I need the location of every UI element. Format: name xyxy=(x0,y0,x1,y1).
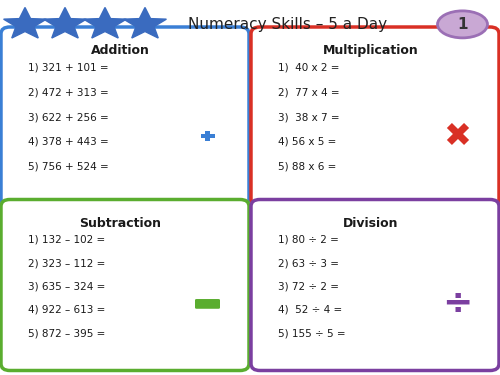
Text: 1) 132 – 102 =: 1) 132 – 102 = xyxy=(28,235,105,245)
FancyBboxPatch shape xyxy=(251,27,499,206)
Text: 4) 378 + 443 =: 4) 378 + 443 = xyxy=(28,137,108,147)
Text: 5) 756 + 524 =: 5) 756 + 524 = xyxy=(28,162,108,171)
Text: 1: 1 xyxy=(457,17,468,32)
FancyBboxPatch shape xyxy=(1,200,249,370)
Text: 2) 472 + 313 =: 2) 472 + 313 = xyxy=(28,87,108,97)
FancyBboxPatch shape xyxy=(195,299,220,309)
Text: Numeracy Skills – 5 a Day: Numeracy Skills – 5 a Day xyxy=(188,17,387,32)
Text: 3) 72 ÷ 2 =: 3) 72 ÷ 2 = xyxy=(278,282,338,291)
Text: 1) 321 + 101 =: 1) 321 + 101 = xyxy=(28,63,108,72)
Polygon shape xyxy=(84,8,126,38)
FancyBboxPatch shape xyxy=(1,27,249,206)
Text: Division: Division xyxy=(342,217,398,229)
Text: 2) 63 ÷ 3 =: 2) 63 ÷ 3 = xyxy=(278,258,338,268)
Polygon shape xyxy=(4,8,46,38)
Text: 1)  40 x 2 =: 1) 40 x 2 = xyxy=(278,63,339,72)
Text: 1) 80 ÷ 2 =: 1) 80 ÷ 2 = xyxy=(278,235,338,245)
Text: Multiplication: Multiplication xyxy=(322,44,418,57)
FancyBboxPatch shape xyxy=(251,200,499,370)
Text: Addition: Addition xyxy=(91,44,150,57)
Text: 4) 922 – 613 =: 4) 922 – 613 = xyxy=(28,305,105,315)
Text: 5) 872 – 395 =: 5) 872 – 395 = xyxy=(28,328,105,338)
Text: ✖: ✖ xyxy=(444,120,471,153)
FancyBboxPatch shape xyxy=(206,131,210,141)
Text: 4)  52 ÷ 4 =: 4) 52 ÷ 4 = xyxy=(278,305,342,315)
Polygon shape xyxy=(124,8,166,38)
Text: 3) 635 – 324 =: 3) 635 – 324 = xyxy=(28,282,105,291)
Text: 2) 323 – 112 =: 2) 323 – 112 = xyxy=(28,258,105,268)
Polygon shape xyxy=(44,8,86,38)
Text: ÷: ÷ xyxy=(442,287,472,321)
Text: 5) 88 x 6 =: 5) 88 x 6 = xyxy=(278,162,336,171)
Text: Subtraction: Subtraction xyxy=(80,217,162,229)
Ellipse shape xyxy=(438,11,488,38)
Text: 4) 56 x 5 =: 4) 56 x 5 = xyxy=(278,137,336,147)
Text: 5) 155 ÷ 5 =: 5) 155 ÷ 5 = xyxy=(278,328,345,338)
FancyBboxPatch shape xyxy=(200,134,214,138)
Text: 2)  77 x 4 =: 2) 77 x 4 = xyxy=(278,87,339,97)
Text: 3) 622 + 256 =: 3) 622 + 256 = xyxy=(28,112,108,122)
Text: 3)  38 x 7 =: 3) 38 x 7 = xyxy=(278,112,339,122)
